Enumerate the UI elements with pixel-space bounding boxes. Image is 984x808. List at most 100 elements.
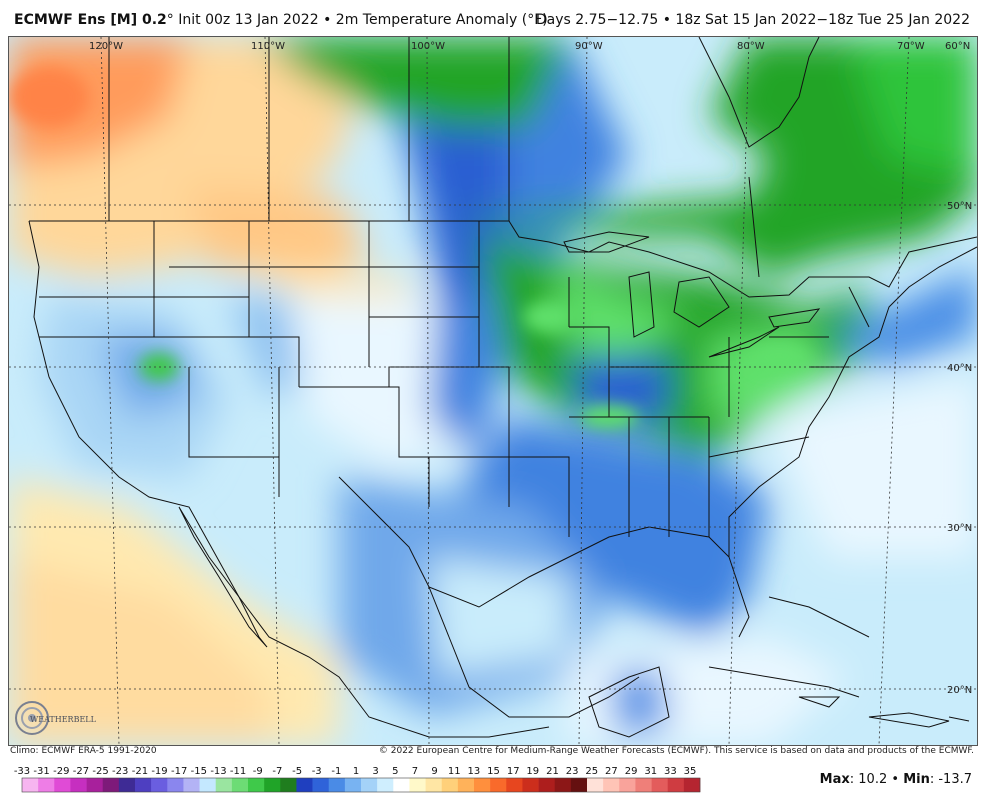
product-name: 2m Temperature Anomaly (°F) (335, 12, 548, 28)
legend-swatch (635, 778, 652, 792)
lake-superior (563, 231, 650, 253)
legend-swatch (683, 778, 701, 792)
model-name: ECMWF Ens [M] 0.2 (14, 12, 167, 28)
legend-swatch (328, 778, 346, 792)
logo-text: WEATHERBELL (30, 715, 97, 724)
init-time: Init 00z 13 Jan 2022 (178, 12, 319, 28)
lake-erie (708, 326, 780, 358)
map-header: ECMWF Ens [M] 0.2° Init 00z 13 Jan 2022 … (0, 0, 984, 36)
legend-swatch (651, 778, 669, 792)
legend-tick-label: -13 (210, 766, 226, 777)
legend-bar (21, 777, 701, 793)
degree-mark: ° (166, 12, 174, 28)
legend-swatch (667, 778, 685, 792)
legend-tick-label: -23 (112, 766, 128, 777)
legend-swatch (409, 778, 426, 792)
color-legend: -33 -31 -29 -27 -25 -23 -21 -19 -17 -15 -13 -11 -9 -7… (14, 766, 701, 793)
legend-tick-label: 19 (526, 766, 539, 777)
legend-swatch (538, 778, 556, 792)
legend-tick-label: 3 (372, 766, 378, 777)
mexico-gulf-coast (428, 586, 640, 718)
legend-swatch (457, 778, 475, 792)
atlantic-coast (728, 246, 977, 557)
legend-tick-label: -11 (230, 766, 246, 777)
title-separator: • (323, 12, 332, 28)
legend-swatch (344, 778, 362, 792)
legend-tick-label: -17 (171, 766, 187, 777)
legend-swatch (118, 778, 136, 792)
lat-label-50n: 50°N (947, 201, 972, 212)
boundaries (28, 37, 977, 738)
lon-label-110w: 110°W (251, 41, 285, 52)
legend-tick-label: -25 (92, 766, 108, 777)
legend-swatch (264, 778, 281, 792)
legend-swatch (441, 778, 459, 792)
legend-swatch (474, 778, 491, 792)
legend-tick-label: 25 (585, 766, 598, 777)
max-label: Max (819, 772, 850, 787)
legend-tick-label: 9 (431, 766, 437, 777)
map-canvas: 120°W 110°W 100°W 90°W 80°W 70°W 60°N 50… (9, 37, 977, 745)
legend-swatch (183, 778, 200, 792)
map-title: ECMWF Ens [M] 0.2° Init 00z 13 Jan 2022 … (14, 12, 548, 28)
lon-label-120w: 120°W (89, 41, 123, 52)
legend-swatch (570, 778, 588, 792)
legend-tick-label: -9 (253, 766, 263, 777)
legend-swatch (231, 778, 249, 792)
lake-ontario (768, 308, 821, 328)
lon-label-80w: 80°W (737, 41, 765, 52)
legend-swatch (425, 778, 443, 792)
baja-peninsula (178, 506, 268, 648)
legend-swatch (248, 778, 265, 792)
valid-period: Days 2.75−12.75 • 18z Sat 15 Jan 2022−18… (535, 12, 970, 28)
climo-note: Climo: ECMWF ERA-5 1991-2020 (10, 746, 157, 756)
lat-label-40n: 40°N (947, 363, 972, 374)
legend-tick-label: 29 (625, 766, 638, 777)
legend-swatch (280, 778, 297, 792)
legend-swatch (554, 778, 572, 792)
legend-swatch (167, 778, 184, 792)
legend-swatch (215, 778, 233, 792)
legend-swatch (490, 778, 507, 792)
legend-tick-label: -29 (53, 766, 69, 777)
longitude-labels: 120°W 110°W 100°W 90°W 80°W 70°W 60°N (89, 41, 970, 52)
legend-tick-label: 17 (507, 766, 520, 777)
legend-swatch (199, 778, 217, 792)
legend-tick-label: 33 (664, 766, 677, 777)
max-value: 10.2 (858, 772, 888, 787)
legend-swatch (86, 778, 104, 792)
legend-tick-label: -21 (132, 766, 148, 777)
pacific-coast (28, 220, 550, 738)
legend-swatch (619, 778, 636, 792)
legend-tick-label: 21 (546, 766, 559, 777)
min-value: -13.7 (938, 772, 972, 787)
legend-swatch (38, 778, 55, 792)
legend-tick-label: -5 (292, 766, 302, 777)
legend-ticks: -33 -31 -29 -27 -25 -23 -21 -19 -17 -15 -13 -11 -9 -7… (14, 766, 697, 777)
legend-tick-label: -31 (33, 766, 49, 777)
legend-swatch (377, 778, 394, 792)
weatherbell-logo: WEATHERBELL (12, 696, 102, 740)
legend-swatch (296, 778, 313, 792)
legend-tick-label: -7 (272, 766, 282, 777)
legend-tick-label: 27 (605, 766, 618, 777)
copyright-note: © 2022 European Centre for Medium-Range … (378, 746, 974, 756)
legend-tick-label: 13 (468, 766, 481, 777)
lat-label-20n: 20°N (947, 685, 972, 696)
legend-tick-label: 11 (448, 766, 461, 777)
legend-swatch (54, 778, 71, 792)
legend-swatch (522, 778, 539, 792)
lake-huron (673, 276, 730, 328)
legend-swatch (587, 778, 604, 792)
legend-tick-label: -27 (73, 766, 89, 777)
lake-michigan (628, 271, 655, 338)
legend-swatch (506, 778, 523, 792)
stats-separator: • (891, 772, 900, 787)
lon-label-70w: 70°W (897, 41, 925, 52)
legend-tick-label: 23 (566, 766, 579, 777)
min-label: Min (903, 772, 930, 787)
legend-swatch (361, 778, 378, 792)
legend-border (21, 777, 701, 793)
legend-swatch (135, 778, 152, 792)
legend-tick-label: -15 (191, 766, 207, 777)
